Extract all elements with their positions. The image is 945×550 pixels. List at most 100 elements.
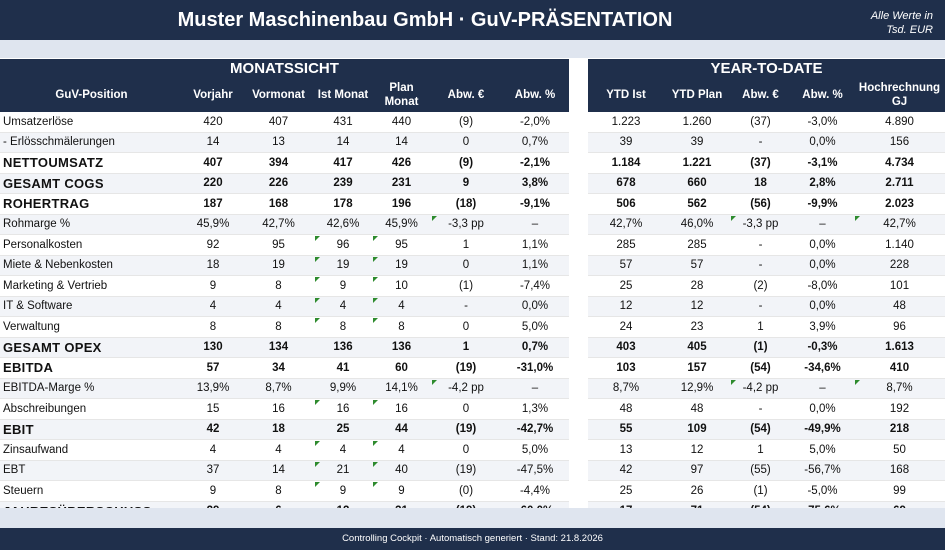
table-row: Steuern 9 8 9 9 (0) -4,4% [0, 480, 569, 502]
table-row: 8,7% 12,9% -4,2 pp –8,7% [588, 378, 945, 399]
cell: 130 [183, 337, 243, 358]
cell: 26 [664, 480, 730, 502]
cell: 3,8% [501, 173, 569, 194]
cell: 5,0% [501, 439, 569, 461]
cell: 8 [243, 316, 314, 338]
cell: 50 [854, 439, 945, 461]
cell: 18 [243, 419, 314, 440]
cell: 218 [854, 419, 945, 440]
cell: - [730, 234, 791, 256]
cell: – [501, 378, 569, 399]
cell: 417 [314, 152, 372, 174]
cell: (37) [730, 112, 791, 133]
cell: -3,3 pp [431, 214, 501, 235]
cell: - [730, 398, 791, 420]
column-header: Abw. % [791, 78, 854, 112]
cell: (1) [730, 480, 791, 502]
cell: -4,2 pp [730, 378, 791, 399]
cell: 5,0% [501, 316, 569, 338]
cell: 42,7% [588, 214, 664, 235]
cell: 48 [854, 296, 945, 317]
cell: 394 [243, 152, 314, 174]
cell: - [730, 132, 791, 153]
row-label: IT & Software [0, 296, 183, 317]
cell: 4 [243, 439, 314, 461]
cell: 1 [431, 234, 501, 256]
cell: (9) [431, 112, 501, 133]
cell: 37 [183, 460, 243, 481]
cell: 0 [431, 132, 501, 153]
cell: 196 [372, 193, 431, 215]
cell: 8 [372, 316, 431, 338]
cell: 9 [183, 275, 243, 297]
cell: 8 [183, 316, 243, 338]
cell: – [791, 214, 854, 235]
cell: 0,7% [501, 132, 569, 153]
cell: 45,9% [372, 214, 431, 235]
table-row: Marketing & Vertrieb 9 8 9 10 (1) -7,4% [0, 275, 569, 297]
cell: 13 [588, 439, 664, 461]
cell: - [730, 296, 791, 317]
cell: 25 [588, 275, 664, 297]
cell: 0 [431, 255, 501, 276]
cell: 101 [854, 275, 945, 297]
cell: 403 [588, 337, 664, 358]
cell: 13 [243, 132, 314, 153]
cell: 109 [664, 419, 730, 440]
cell: 19 [243, 255, 314, 276]
cell: 12,9% [664, 378, 730, 399]
cell: 42 [183, 419, 243, 440]
cell: 4.890 [854, 112, 945, 133]
header-spacer [0, 40, 945, 58]
cell: 407 [183, 152, 243, 174]
cell: -5,0% [791, 480, 854, 502]
cell: 0,0% [791, 296, 854, 317]
cell: (9) [431, 152, 501, 174]
cell: 18 [730, 173, 791, 194]
footer-spacer [0, 508, 945, 528]
table-row: - Erlösschmälerungen 14 13 14 14 0 0,7% [0, 132, 569, 153]
cell: -34,6% [791, 357, 854, 379]
cell: 231 [372, 173, 431, 194]
units-note-line2: Tsd. EUR [886, 24, 933, 36]
cell: 168 [243, 193, 314, 215]
cell: 8,7% [854, 378, 945, 399]
cell: 1 [431, 337, 501, 358]
cell: 39 [664, 132, 730, 153]
cell: 40 [372, 460, 431, 481]
column-header: Plan Monat [372, 78, 431, 112]
table-row: EBIT 42 18 25 44 (19) -42,7% [0, 419, 569, 440]
cell: 405 [664, 337, 730, 358]
column-header: YTD Plan [664, 78, 730, 112]
cell: -7,4% [501, 275, 569, 297]
table-row: ROHERTRAG 187 168 178 196 (18) -9,1% [0, 193, 569, 215]
cell: 1 [730, 316, 791, 338]
row-label: Umsatzerlöse [0, 112, 183, 133]
cell: 0,0% [791, 255, 854, 276]
cell: -2,1% [501, 152, 569, 174]
cell: 19 [314, 255, 372, 276]
cell: 0,0% [791, 132, 854, 153]
cell: 1.223 [588, 112, 664, 133]
column-header: YTD Ist [588, 78, 664, 112]
cell: 0,7% [501, 337, 569, 358]
column-separator [569, 59, 588, 508]
cell: 1 [730, 439, 791, 461]
cell: 60 [372, 357, 431, 379]
cell: -2,0% [501, 112, 569, 133]
ytd-table: YTD Ist YTD Plan Abw. € Abw. % Hochrechnung … [588, 78, 945, 522]
cell: 42,7% [243, 214, 314, 235]
cell: - [730, 255, 791, 276]
table-row: 506 562 (56) -9,9% 2.023 [588, 193, 945, 215]
monthly-table: GuV-Position Vorjahr Vormonat Ist Monat Plan… [0, 78, 569, 522]
footer: Controlling Cockpit · Automatisch generi… [0, 528, 945, 550]
table-row: Zinsaufwand 4 4 4 4 0 5,0% [0, 439, 569, 461]
cell: -49,9% [791, 419, 854, 440]
cell: 8,7% [588, 378, 664, 399]
units-note: Alle Werte in Tsd. EUR [871, 9, 933, 37]
cell: 12 [664, 296, 730, 317]
cell: 14 [372, 132, 431, 153]
row-label: EBITDA-Marge % [0, 378, 183, 399]
cell: 4 [314, 296, 372, 317]
cell: 8 [243, 275, 314, 297]
